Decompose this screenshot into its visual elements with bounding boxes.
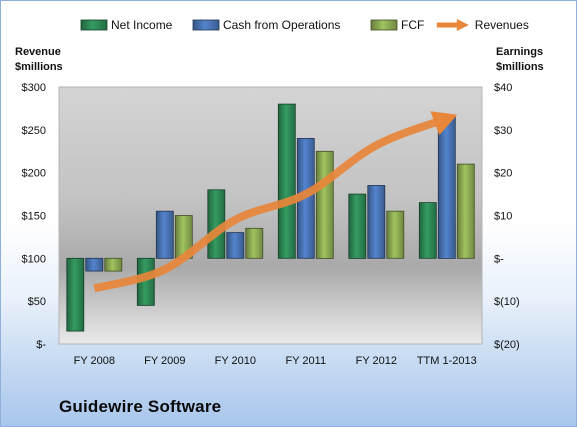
bar-cash-from-operations-fy-2008 bbox=[85, 257, 104, 272]
x-tick-label: TTM 1-2013 bbox=[417, 355, 477, 367]
legend-label-net-income: Net Income bbox=[111, 18, 173, 32]
legend-item-fcf: FCF bbox=[370, 18, 424, 32]
legend: Net Income Cash from Operations FCF Revenue… bbox=[80, 18, 529, 32]
left-axis-title-line2: $millions bbox=[15, 61, 63, 73]
bar-cash-from-operations-fy-2010 bbox=[226, 232, 245, 259]
right-tick-label: $40 bbox=[494, 82, 512, 94]
x-tick-label: FY 2010 bbox=[215, 355, 256, 367]
bar-cash-from-operations-fy-2012 bbox=[367, 185, 386, 259]
left-tick-label: $50 bbox=[28, 296, 46, 308]
left-tick-label: $- bbox=[36, 339, 46, 351]
x-tick-label: FY 2009 bbox=[144, 355, 185, 367]
right-tick-label: $(10) bbox=[494, 296, 520, 308]
chart-title: Guidewire Software bbox=[59, 397, 222, 416]
legend-item-net-income: Net Income bbox=[80, 18, 173, 32]
legend-arrow-icon bbox=[456, 19, 469, 31]
left-tick-label: $250 bbox=[22, 125, 46, 137]
bars-layer bbox=[66, 103, 475, 332]
right-axis-title-line2: $millions bbox=[496, 61, 544, 73]
bar-cash-from-operations-fy-2009 bbox=[155, 210, 174, 259]
line-revenues bbox=[93, 111, 458, 293]
bar-cash-from-operations-ttm-1-2013 bbox=[437, 116, 456, 259]
revenue-line-layer bbox=[93, 111, 458, 293]
x-tick-label: FY 2008 bbox=[74, 355, 115, 367]
right-tick-label: $(20) bbox=[494, 339, 520, 351]
tick-labels: $- $50 $100 $150 $200 $250 $300 $(20) $(10) $- $10… bbox=[22, 82, 520, 367]
bar-net-income-fy-2008 bbox=[66, 257, 85, 332]
right-tick-label: $- bbox=[494, 253, 504, 265]
left-axis-title: Revenue $millions bbox=[15, 45, 63, 75]
legend-swatch-fcf bbox=[370, 19, 398, 31]
bar-fcf-fy-2008 bbox=[104, 257, 123, 272]
bar-net-income-fy-2012 bbox=[348, 193, 367, 259]
legend-swatch-cash-from-operations bbox=[192, 19, 220, 31]
right-axis-title-line1: Earnings bbox=[496, 46, 544, 58]
left-tick-label: $100 bbox=[22, 253, 46, 265]
right-tick-label: $20 bbox=[494, 168, 512, 180]
bar-net-income-ttm-1-2013 bbox=[418, 202, 437, 259]
bar-fcf-fy-2012 bbox=[386, 210, 405, 259]
bar-fcf-ttm-1-2013 bbox=[456, 163, 475, 259]
right-axis-title: Earnings $millions bbox=[496, 45, 544, 75]
x-tick-label: FY 2012 bbox=[356, 355, 397, 367]
left-tick-label: $200 bbox=[22, 168, 46, 180]
legend-item-revenues: Revenues bbox=[436, 18, 529, 32]
right-tick-label: $10 bbox=[494, 211, 512, 223]
left-tick-label: $150 bbox=[22, 211, 46, 223]
x-tick-label: FY 2011 bbox=[286, 355, 327, 367]
legend-label-cash-from-operations: Cash from Operations bbox=[223, 18, 340, 32]
left-axis-title-line1: Revenue bbox=[15, 46, 61, 58]
legend-label-revenues: Revenues bbox=[475, 18, 529, 32]
legend-label-fcf: FCF bbox=[401, 18, 424, 32]
legend-item-cash-from-operations: Cash from Operations bbox=[192, 18, 340, 32]
left-tick-label: $300 bbox=[22, 82, 46, 94]
right-tick-label: $30 bbox=[494, 125, 512, 137]
legend-swatch-net-income bbox=[80, 19, 108, 31]
bar-net-income-fy-2011 bbox=[277, 103, 296, 259]
bar-fcf-fy-2011 bbox=[315, 150, 334, 259]
bar-fcf-fy-2010 bbox=[245, 227, 264, 259]
